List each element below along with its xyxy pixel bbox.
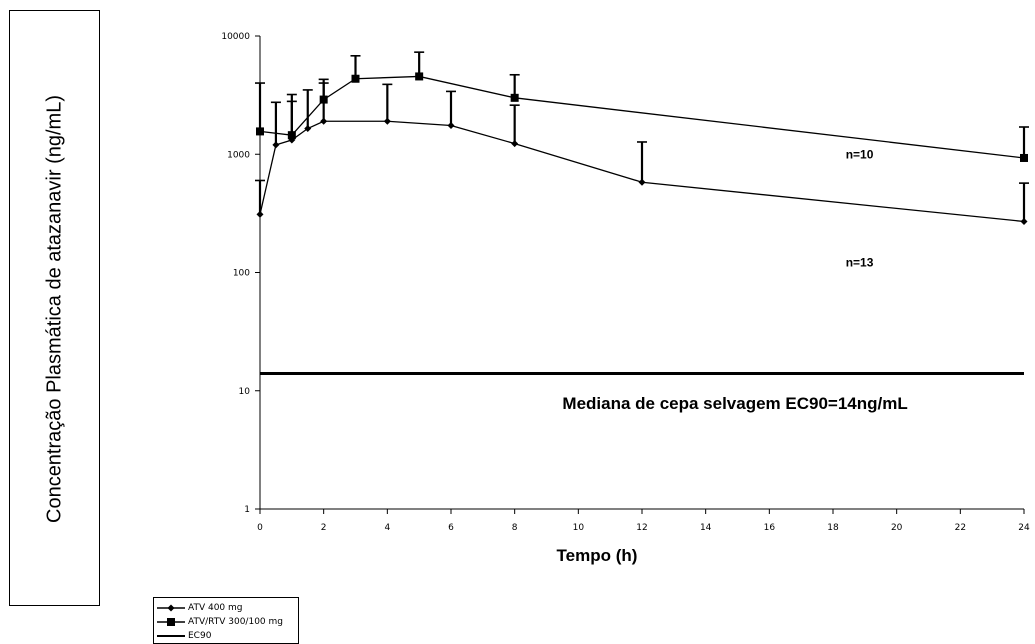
y-axis-label-box: Concentração Plasmática de atazanavir (n…: [9, 10, 100, 606]
x-tick-label: 2: [321, 523, 327, 533]
data-point-diamond: [304, 125, 312, 133]
x-tick-label: 24: [1018, 523, 1030, 533]
sample-size-annotation: n=13: [846, 256, 874, 270]
legend: ATV 400 mg ATV/RTV 300/100 mg EC90: [153, 597, 299, 644]
axes: [255, 35, 1025, 514]
data-point-square: [1020, 153, 1028, 162]
x-tick-label: 4: [384, 523, 390, 533]
legend-item-atv: ATV 400 mg: [156, 601, 243, 614]
diamond-marker-icon: [157, 604, 185, 611]
legend-label-atv: ATV 400 mg: [188, 602, 243, 613]
data-point-diamond: [638, 178, 646, 186]
data-point-diamond: [447, 122, 455, 130]
data-point-square: [351, 74, 360, 83]
data-point-diamond: [383, 117, 391, 125]
x-tick-label: 14: [700, 523, 712, 533]
data-point-diamond: [1020, 217, 1028, 225]
y-tick-label: 1: [244, 505, 250, 515]
legend-label-atv-rtv: ATV/RTV 300/100 mg: [188, 616, 283, 627]
data-point-diamond: [256, 210, 264, 218]
legend-item-atv-rtv: ATV/RTV 300/100 mg: [156, 615, 283, 628]
x-tick-label: 20: [891, 523, 903, 533]
data-point-diamond: [511, 140, 519, 148]
y-tick-label: 100: [233, 269, 250, 279]
data-point-square: [256, 127, 264, 136]
chart-marks: [255, 51, 1029, 375]
x-tick-label: 8: [512, 523, 518, 533]
x-tick-label: 22: [955, 523, 966, 533]
x-tick-label: 10: [573, 523, 585, 533]
data-point-diamond: [272, 141, 280, 149]
data-point-square: [287, 131, 296, 140]
x-tick-label: 16: [764, 523, 776, 533]
line-marker-icon: [157, 634, 185, 637]
y-tick-label: 10: [239, 387, 251, 397]
ec90-annotation: Mediana de cepa selvagem EC90=14ng/mL: [562, 394, 907, 413]
square-marker-icon: [157, 617, 185, 626]
data-point-square: [510, 93, 519, 102]
x-tick-label: 0: [257, 523, 263, 533]
sample-size-annotation: n=10: [846, 148, 874, 162]
legend-item-ec90: EC90: [156, 629, 211, 642]
x-tick-label: 18: [827, 523, 839, 533]
x-tick-label: 6: [448, 523, 454, 533]
y-tick-label: 10000: [221, 32, 250, 42]
data-point-diamond: [320, 117, 328, 125]
x-axis-label: Tempo (h): [557, 546, 638, 565]
y-tick-label: 1000: [227, 150, 250, 160]
series-line: [259, 120, 1025, 223]
x-tick-label: 12: [636, 523, 647, 533]
legend-label-ec90: EC90: [188, 630, 212, 641]
data-point-square: [319, 95, 328, 104]
data-point-square: [415, 72, 424, 81]
